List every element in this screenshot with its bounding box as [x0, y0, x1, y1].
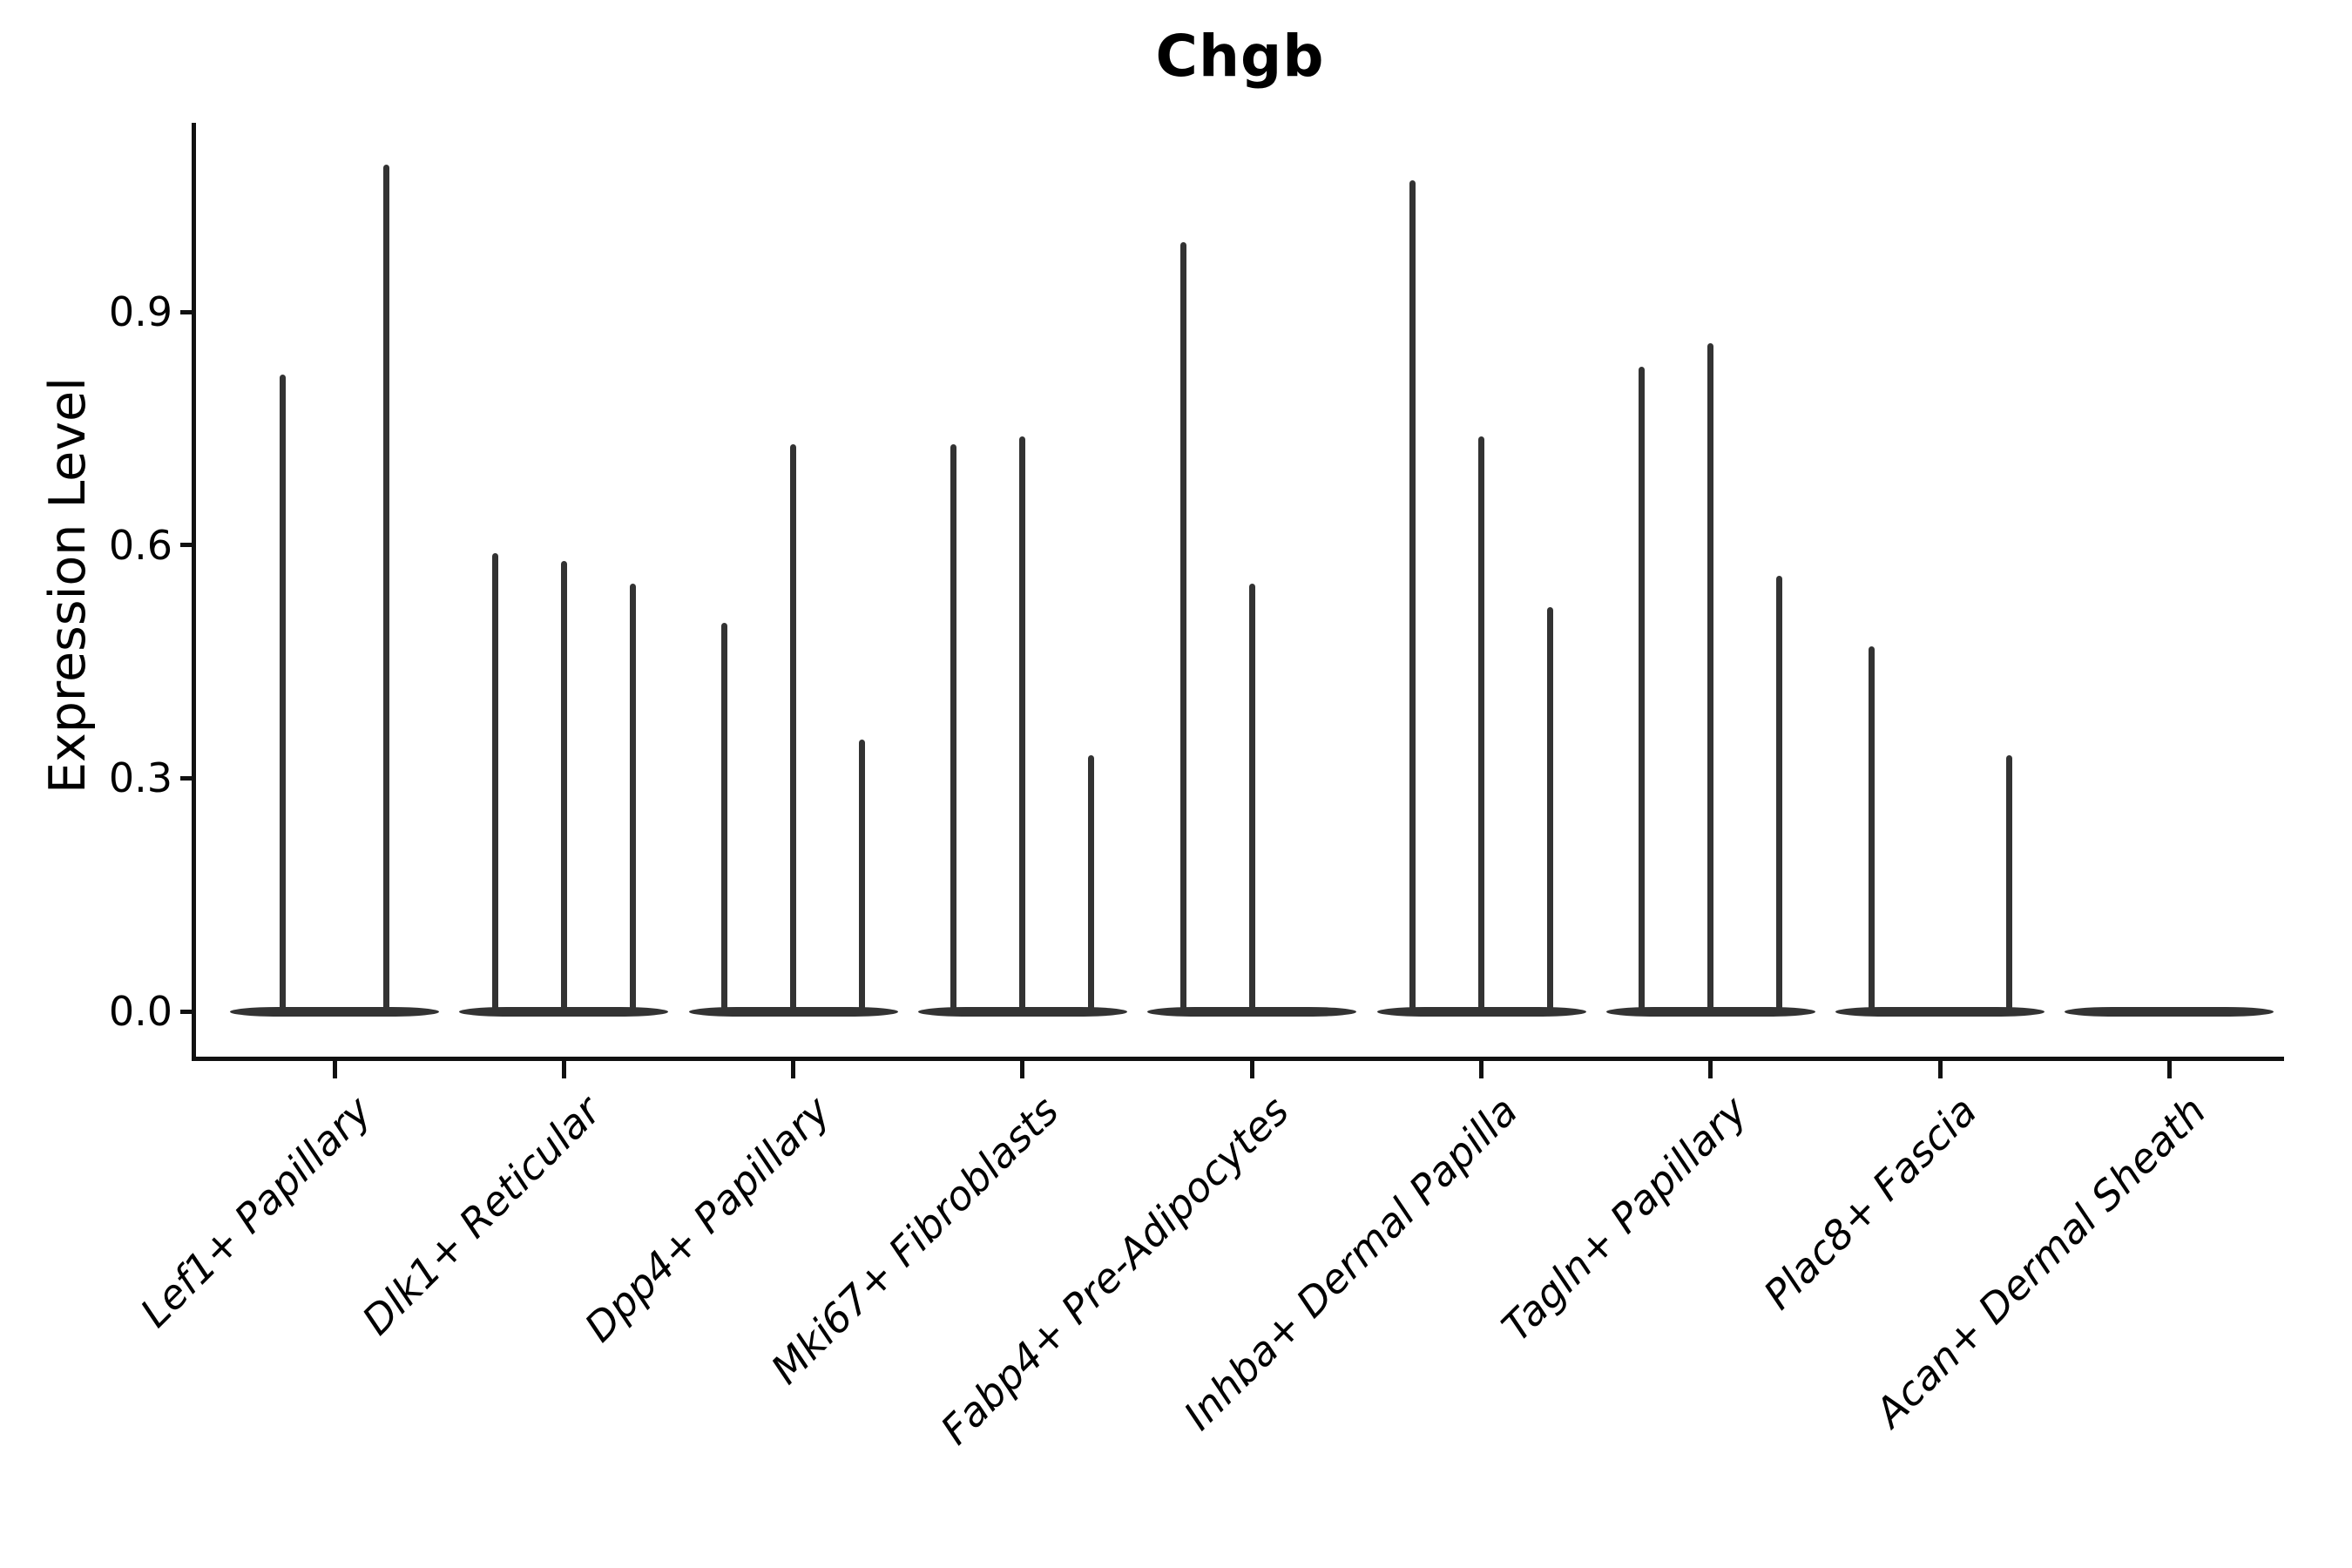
x-tick-mark — [2166, 1061, 2172, 1078]
violin-spike — [1019, 436, 1026, 1011]
violin-base — [2065, 1006, 2274, 1017]
x-tick-label: Plac8+ Fascia — [1754, 1087, 1986, 1319]
x-tick-mark — [791, 1061, 796, 1078]
violin-base — [459, 1006, 669, 1017]
violin-spike — [629, 584, 636, 1011]
y-tick-mark — [180, 309, 196, 314]
y-axis-spine — [192, 123, 196, 1061]
violin-spike — [1248, 584, 1255, 1011]
y-axis-label: Expression Level — [39, 377, 97, 794]
x-tick-label: Dpp4+ Papillary — [575, 1087, 839, 1351]
violin-spike — [1776, 576, 1783, 1011]
violin-spike — [859, 739, 866, 1011]
violin-base — [917, 1006, 1127, 1017]
violin-base — [688, 1006, 898, 1017]
x-tick-mark — [332, 1061, 337, 1078]
violin-spike — [1639, 366, 1646, 1011]
violin-spike — [790, 443, 797, 1011]
x-tick-mark — [1708, 1061, 1713, 1078]
violin-spike — [1179, 241, 1186, 1011]
x-tick-mark — [1937, 1061, 1943, 1078]
violin-base — [1147, 1006, 1357, 1017]
y-tick-mark — [180, 1009, 196, 1014]
violin-spike — [382, 164, 389, 1011]
y-tick-label: 0.0 — [108, 988, 172, 1035]
violin-spike — [2005, 754, 2012, 1011]
x-axis-spine — [192, 1057, 2284, 1061]
violin-spike — [1868, 645, 1875, 1011]
violin-base — [1376, 1006, 1586, 1017]
x-tick-label: Dlk1+ Reticular — [352, 1087, 610, 1344]
x-tick-mark — [561, 1061, 566, 1078]
violin-spike — [721, 623, 728, 1011]
violin-spike — [1409, 179, 1416, 1011]
violin-spike — [1478, 436, 1484, 1011]
violin-spike — [491, 552, 498, 1011]
plot-title: Chgb — [1155, 23, 1325, 90]
y-tick-label: 0.6 — [108, 521, 172, 569]
x-tick-mark — [1479, 1061, 1484, 1078]
y-tick-label: 0.9 — [108, 288, 172, 336]
violin-spike — [1088, 754, 1095, 1011]
y-tick-label: 0.3 — [108, 754, 172, 802]
violin-spike — [950, 443, 957, 1011]
x-tick-label: Tagln+ Papillary — [1492, 1087, 1756, 1351]
x-tick-label: Lef1+ Papillary — [131, 1087, 381, 1336]
violin-base — [1835, 1006, 2045, 1017]
y-tick-mark — [180, 775, 196, 781]
violin-base — [230, 1006, 439, 1017]
violin-spike — [1707, 342, 1714, 1011]
violin-spike — [1547, 607, 1553, 1011]
violin-spike — [560, 560, 567, 1011]
violin-base — [1605, 1006, 1815, 1017]
violin-spike — [280, 374, 287, 1011]
x-tick-mark — [1020, 1061, 1025, 1078]
x-tick-mark — [1249, 1061, 1254, 1078]
y-tick-mark — [180, 543, 196, 548]
